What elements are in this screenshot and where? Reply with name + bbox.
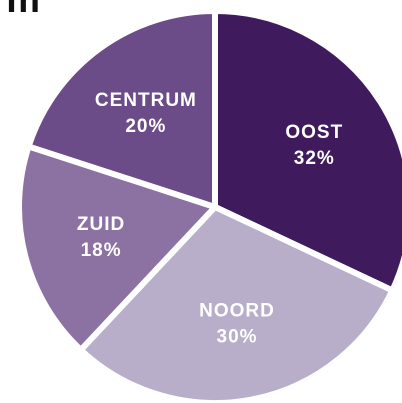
slice-value: 18% [81, 240, 122, 261]
pie-slice [25, 8, 218, 210]
slice-value: 20% [125, 116, 166, 137]
slice-value: 32% [294, 148, 335, 169]
pie-slice [212, 8, 402, 294]
slice-label: NOORD [199, 301, 275, 322]
pie-slice [77, 204, 396, 403]
pie-slice [16, 143, 218, 353]
slice-label: ZUID [77, 214, 125, 235]
slice-value: 30% [217, 327, 258, 348]
slice-label: OOST [285, 122, 343, 143]
slice-label: CENTRUM [95, 90, 197, 111]
chart-title: m [6, 0, 40, 21]
